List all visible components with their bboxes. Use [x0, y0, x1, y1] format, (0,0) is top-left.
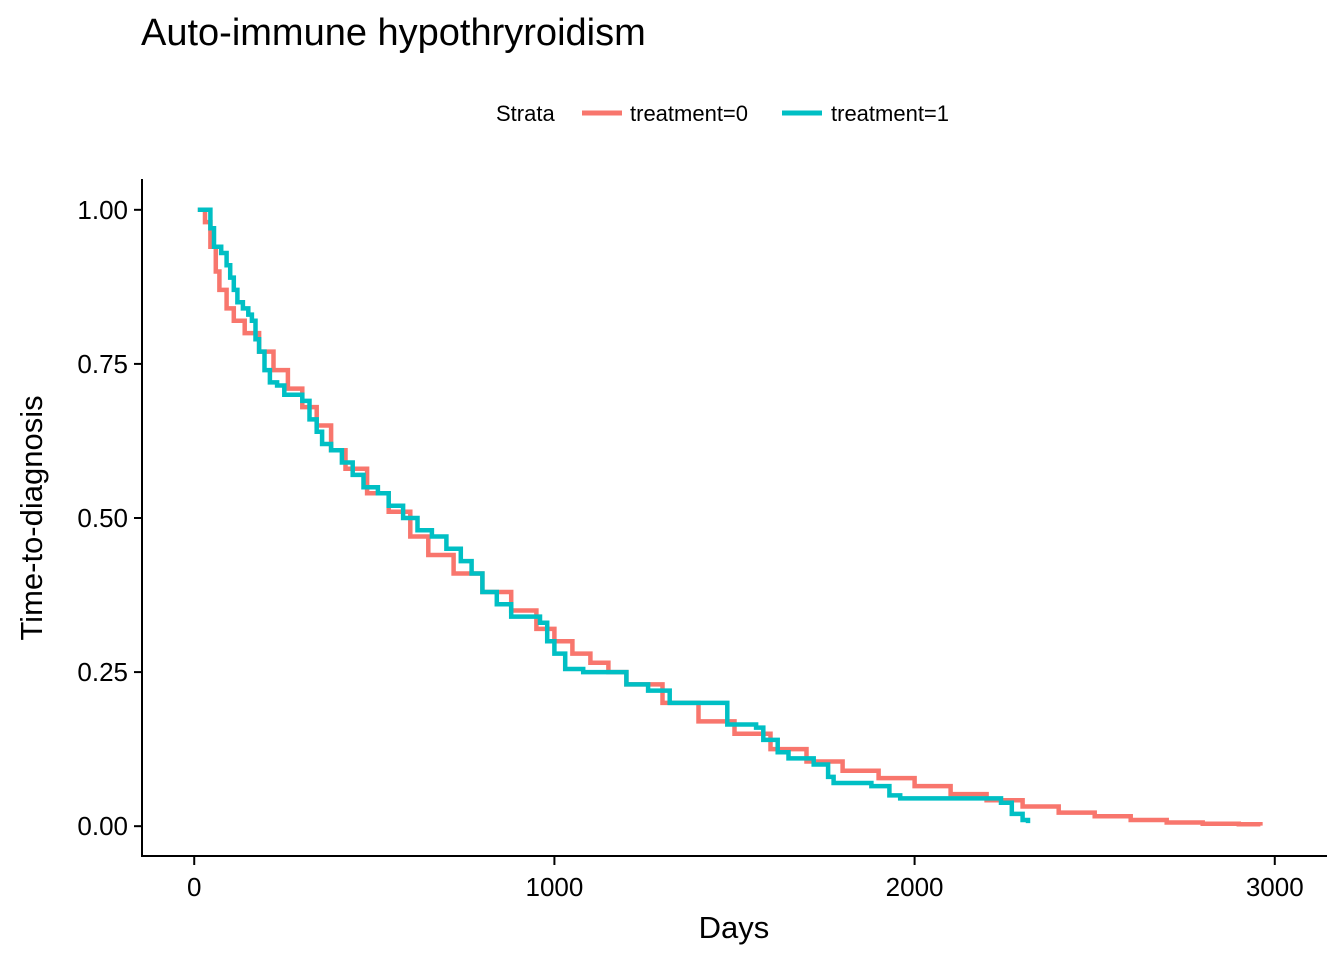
y-tick-label: 0.25	[77, 657, 128, 687]
chart-title: Auto-immune hypothryroidism	[141, 12, 646, 54]
y-tick-label: 0.50	[77, 503, 128, 533]
y-tick-label: 0.00	[77, 811, 128, 841]
x-tick-label: 2000	[886, 872, 944, 902]
axes: 0 1000 2000 3000 0.00 0.25 0.50 0.75 1.00	[77, 179, 1327, 902]
series-line-treatment-1	[197, 207, 1031, 824]
legend-label-treatment-1: treatment=1	[831, 101, 949, 126]
x-tick-label: 1000	[525, 872, 583, 902]
legend-title: Strata	[496, 101, 555, 126]
x-axis-title: Days	[699, 910, 770, 945]
legend-label-treatment-0: treatment=0	[630, 101, 748, 126]
series-group	[197, 207, 1263, 827]
x-tick-label: 3000	[1246, 872, 1304, 902]
series-line-treatment-0	[197, 207, 1263, 827]
y-tick-label: 1.00	[77, 195, 128, 225]
y-tick-label: 0.75	[77, 349, 128, 379]
y-axis-title: Time-to-diagnosis	[14, 395, 49, 640]
legend: Strata treatment=0 treatment=1	[496, 101, 949, 126]
x-tick-label: 0	[187, 872, 201, 902]
